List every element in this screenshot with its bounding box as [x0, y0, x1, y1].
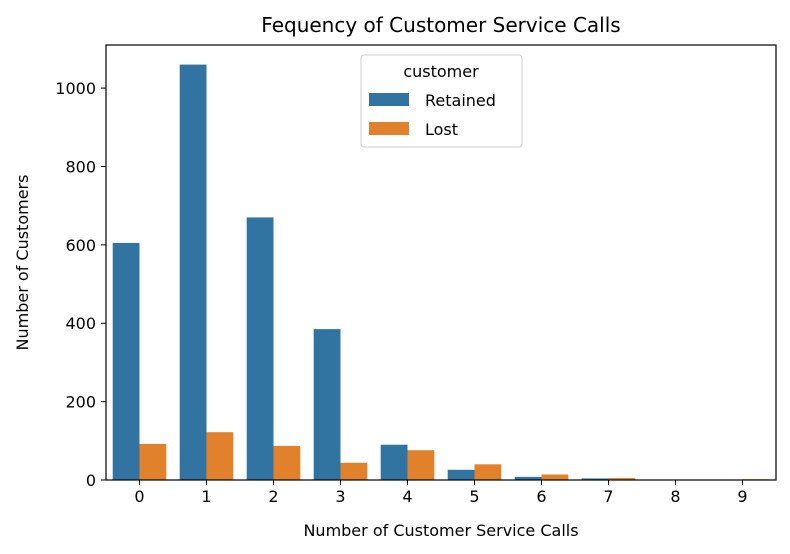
bar-lost-4 — [407, 450, 435, 480]
legend-label-retained: Retained — [425, 91, 496, 110]
x-tick-label: 6 — [536, 487, 546, 506]
bar-lost-5 — [474, 464, 502, 480]
legend: customer Retained Lost — [360, 54, 523, 148]
x-tick-label: 4 — [402, 487, 412, 506]
bar-retained-4 — [380, 444, 408, 480]
y-axis-ticks: 0 200 400 600 800 1000 — [55, 79, 106, 490]
x-tick-label: 9 — [737, 487, 747, 506]
plot-frame — [105, 44, 777, 481]
bar-lost-0 — [139, 443, 167, 480]
legend-title: customer — [403, 62, 479, 81]
x-tick-label: 8 — [670, 487, 680, 506]
bar-lost-3 — [340, 462, 368, 480]
x-tick-label: 3 — [335, 487, 345, 506]
x-axis-ticks: 0 1 2 3 4 5 6 7 8 9 — [134, 480, 748, 506]
x-tick-label: 1 — [201, 487, 211, 506]
y-tick-label: 1000 — [55, 79, 96, 98]
bar-retained-0 — [112, 242, 140, 480]
y-tick-label: 600 — [65, 236, 96, 255]
bar-retained-5 — [447, 469, 475, 480]
y-tick-label: 0 — [86, 471, 96, 490]
x-tick-label: 2 — [268, 487, 278, 506]
legend-swatch-retained — [369, 93, 409, 106]
bar-retained-2 — [246, 217, 274, 480]
x-tick-label: 5 — [469, 487, 479, 506]
y-axis-label: Number of Customers — [13, 175, 32, 351]
x-tick-label: 7 — [603, 487, 613, 506]
bar-retained-7 — [581, 478, 609, 480]
x-tick-label: 0 — [134, 487, 144, 506]
chart-title: Fequency of Customer Service Calls — [261, 13, 620, 37]
legend-swatch-lost — [369, 122, 409, 135]
bar-lost-1 — [206, 432, 234, 480]
y-tick-label: 200 — [65, 393, 96, 412]
y-tick-label: 400 — [65, 314, 96, 333]
bar-retained-3 — [313, 329, 341, 480]
legend-label-lost: Lost — [425, 120, 458, 139]
x-axis-label: Number of Customer Service Calls — [303, 521, 578, 540]
y-tick-label: 800 — [65, 157, 96, 176]
bar-retained-6 — [514, 476, 542, 480]
bars — [112, 64, 770, 480]
bar-lost-2 — [273, 445, 301, 480]
bar-lost-6 — [541, 474, 569, 480]
bar-lost-7 — [608, 478, 636, 480]
bar-retained-1 — [179, 64, 207, 480]
